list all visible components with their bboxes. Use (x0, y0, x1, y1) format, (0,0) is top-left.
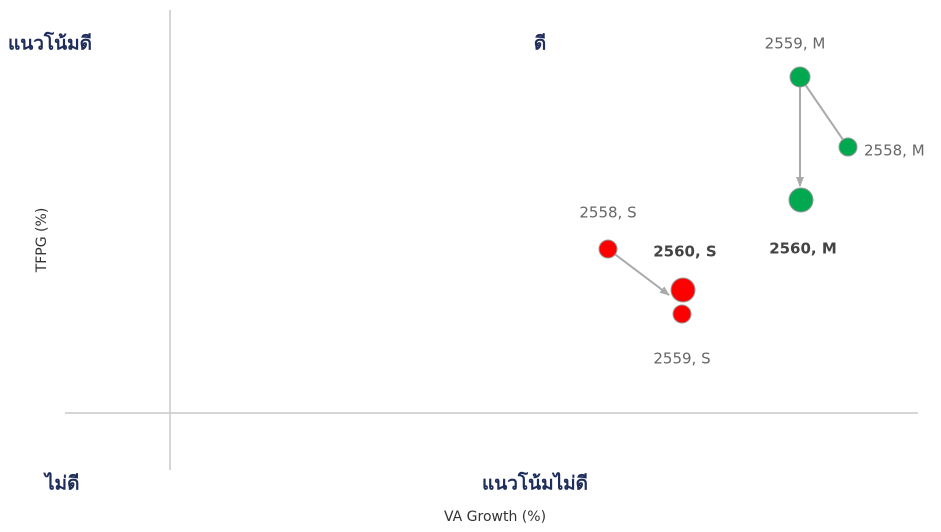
quadrant-label: แนวโน้มดี (8, 32, 92, 55)
point (670, 277, 696, 303)
quadrant-label: ดี (534, 33, 546, 55)
point (789, 66, 811, 88)
point-label: 2559, S (653, 350, 710, 368)
connector (799, 76, 849, 148)
point-label: 2559, M (765, 35, 826, 53)
quadrant-label: แนวโน้มไม่ดี (482, 472, 588, 495)
point-label: 2558, M (864, 142, 925, 160)
point (838, 137, 858, 157)
point (598, 239, 618, 259)
point-label: 2560, S (653, 243, 716, 261)
quadrant-label: ไม่ดี (43, 472, 79, 495)
y-axis-label: TFPG (%) (34, 208, 50, 274)
point-label: 2560, M (769, 240, 837, 258)
point (788, 187, 814, 213)
point (672, 304, 692, 324)
arrow (607, 248, 670, 296)
point-label: 2558, S (579, 204, 636, 222)
x-axis-label: VA Growth (%) (444, 509, 546, 525)
